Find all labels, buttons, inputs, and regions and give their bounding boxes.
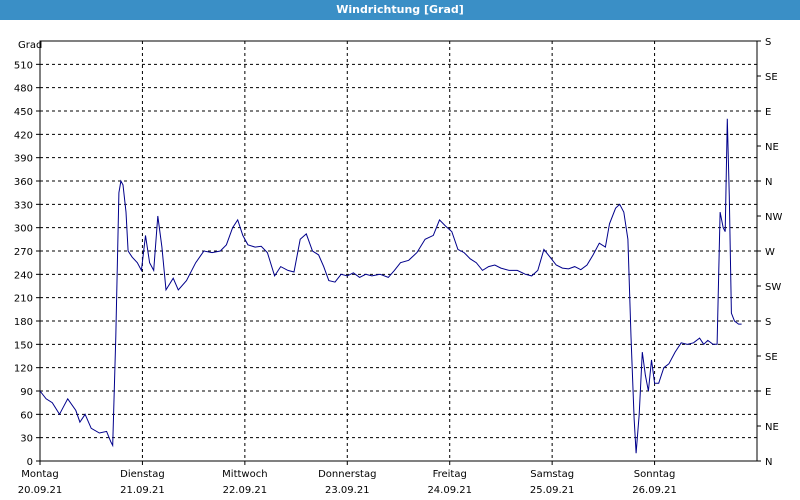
right-tick-label: SE	[765, 352, 778, 363]
y-tick-label: 120	[14, 364, 33, 375]
y-tick-label: 450	[14, 107, 33, 118]
x-tick-date: 21.09.21	[120, 485, 165, 496]
x-tick-date: 20.09.21	[18, 485, 63, 496]
y-tick-label: 480	[14, 84, 33, 95]
y-tick-label: 60	[20, 410, 33, 421]
right-tick-label: NW	[765, 212, 782, 223]
right-tick-label: S	[765, 37, 771, 48]
right-tick-label: SE	[765, 72, 778, 83]
x-tick-day: Montag	[21, 469, 58, 480]
y-tick-label: 330	[14, 200, 33, 211]
x-tick-date: 24.09.21	[427, 485, 472, 496]
right-tick-label: S	[765, 317, 771, 328]
series-group	[39, 118, 742, 454]
y-tick-label: 360	[14, 177, 33, 188]
y-tick-label: 90	[20, 387, 33, 398]
y-tick-label: 270	[14, 247, 33, 258]
y-tick-label: 30	[20, 434, 33, 445]
right-tick-label: N	[765, 457, 772, 468]
y-tick-label: 300	[14, 224, 33, 235]
x-tick-day: Dienstag	[120, 469, 165, 480]
y-tick-label: 240	[14, 270, 33, 281]
x-tick-date: 26.09.21	[632, 485, 677, 496]
x-tick-day: Donnerstag	[318, 469, 376, 480]
right-tick-label: SW	[765, 282, 781, 293]
right-tick-label: E	[765, 387, 771, 398]
right-axis: N NE E SE S SW W NW N NE E SE S	[757, 37, 782, 468]
y-tick-label: 510	[14, 60, 33, 71]
right-tick-label: W	[765, 247, 775, 258]
x-axis: Montag 20.09.21 Dienstag 21.09.21 Mittwoch 22…	[18, 461, 677, 496]
right-tick-label: NE	[765, 422, 779, 433]
y-tick-label: 390	[14, 154, 33, 165]
window-title: Windrichtung [Grad]	[0, 0, 800, 20]
y-tick-label: 210	[14, 294, 33, 305]
x-tick-date: 25.09.21	[530, 485, 575, 496]
y-tick-label: 150	[14, 340, 33, 351]
x-tick-day: Sonntag	[634, 469, 676, 480]
y-tick-label: 180	[14, 317, 33, 328]
x-tick-date: 22.09.21	[223, 485, 268, 496]
right-tick-label: E	[765, 107, 771, 118]
right-tick-label: N	[765, 177, 772, 188]
x-tick-day: Samstag	[530, 469, 574, 480]
grid	[40, 41, 757, 461]
series-line	[39, 118, 742, 454]
y-tick-label: 0	[27, 457, 33, 468]
left-axis: 0 30 60 90 120 150 180 210 240 270 300 330 360 390 420…	[14, 60, 40, 468]
right-tick-label: NE	[765, 142, 779, 153]
x-tick-day: Mittwoch	[222, 469, 267, 480]
wind-direction-chart: 0 30 60 90 120 150 180 210 240 270 300 330 360 390 420…	[14, 37, 783, 496]
x-tick-day: Freitag	[433, 469, 467, 480]
x-tick-date: 23.09.21	[325, 485, 370, 496]
y-axis-label: Grad	[18, 40, 42, 51]
y-tick-label: 420	[14, 130, 33, 141]
